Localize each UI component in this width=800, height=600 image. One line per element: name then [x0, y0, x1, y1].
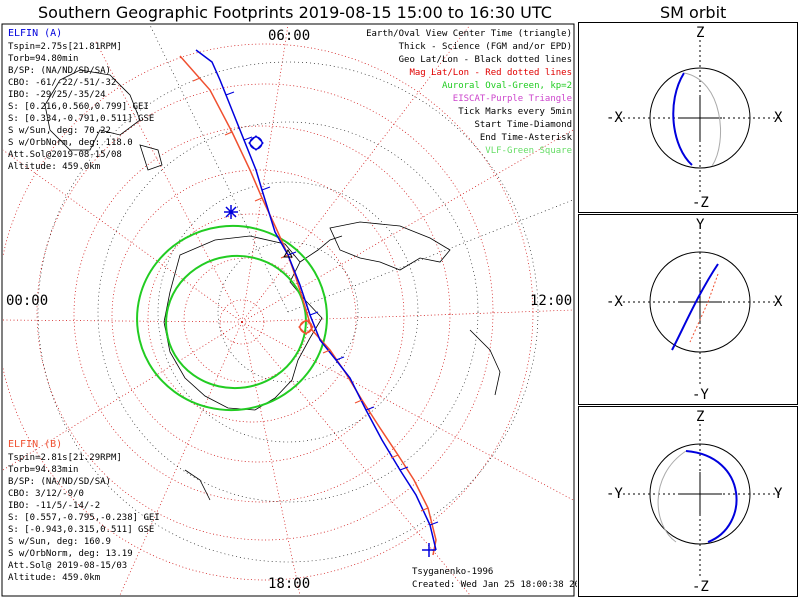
mag-grid	[3, 25, 573, 595]
elfin-b-track	[179, 55, 437, 556]
footprint-map: 06:00 00:00 12:00 18:00 ELFIN (A) Tspin=…	[1, 23, 577, 597]
legend-entry: VLF-Green Square	[485, 146, 572, 156]
elfin-b-info: ELFIN (B) Tspin=2.81s[21.29RPM] Torb=94.…	[8, 439, 160, 583]
elfin-a-line: S w/Sun, deg: 70.22	[8, 126, 111, 136]
sm-panel-yz: Z -Z -Y Y	[578, 406, 798, 597]
legend-entry: Earth/Oval View Center Time (triangle)	[366, 29, 572, 39]
geo-grid	[37, 25, 573, 563]
sm-orbit-b	[657, 450, 687, 543]
elfin-b-line: Att.Sol@ 2019-08-15/03	[8, 561, 127, 571]
elfin-a-line: S: [0.334,-0.791,0.511] GSE	[8, 114, 154, 124]
elfin-a-line: B/SP: (NA/ND/SD/SA)	[8, 66, 111, 76]
elfin-a-ticks	[225, 91, 439, 526]
elfin-a-line: CBO: -61/-22/-51/-32	[8, 78, 116, 88]
elfin-b-line: S: [-0.943,0.315,0.511] GSE	[8, 525, 154, 535]
plot-title: Southern Geographic Footprints 2019-08-1…	[38, 3, 552, 22]
map-clip-group	[3, 25, 573, 595]
elfin-a-info: ELFIN (A) Tspin=2.75s[21.81RPM] Torb=94.…	[8, 28, 154, 172]
start-diamond-a	[248, 135, 264, 151]
legend-entry: Tick Marks every 5min	[458, 107, 572, 117]
oval-outer	[136, 224, 328, 412]
legend-entry: Thick - Science (FGM and/or EPD)	[399, 42, 572, 52]
axis-label-bottom: -Z	[692, 195, 709, 211]
axis-label-left: -X	[606, 110, 623, 126]
africa-coast	[184, 469, 211, 501]
axis-label-top: Z	[696, 25, 704, 41]
elfin-a-track	[195, 49, 437, 551]
oval-inner	[165, 254, 307, 390]
elfin-a-line: Torb=94.80min	[8, 54, 78, 64]
axis-label-top: Y	[696, 217, 705, 233]
sm-orbit-a	[671, 263, 719, 351]
earth-circle	[649, 251, 751, 353]
clock-label-top: 06:00	[268, 28, 310, 44]
earth-circle	[649, 67, 751, 169]
auroral-oval	[136, 224, 328, 412]
australia-coast	[44, 69, 141, 151]
elfin-a-line: IBO: -29/25/-35/24	[8, 90, 106, 100]
axis-label-right: Y	[774, 486, 783, 502]
elfin-a-line: Altitude: 459.0km	[8, 162, 100, 172]
sm-orbit-a	[685, 450, 738, 543]
elfin-b-line: Altitude: 459.0km	[8, 573, 100, 583]
elfin-b-line: Tspin=2.81s[21.29RPM]	[8, 453, 122, 463]
legend-entry: Start Time-Diamond	[474, 120, 572, 130]
elfin-b-line: S w/OrbNorm, deg: 13.19	[8, 549, 133, 559]
peninsula-coast	[299, 235, 343, 263]
sm-orbit-b	[689, 273, 719, 343]
legend: Earth/Oval View Center Time (triangle) T…	[366, 29, 572, 156]
antarctica-coast	[163, 235, 323, 411]
elfin-a-line: S w/OrbNorm, deg: 118.0	[8, 138, 133, 148]
elfin-b-header: ELFIN (B)	[8, 439, 62, 450]
axis-label-left: -Y	[606, 486, 623, 502]
sm-panel-xz: Z -Z -X X	[578, 22, 798, 213]
elfin-a-line: Tspin=2.75s[21.81RPM]	[8, 42, 122, 52]
legend-entry: Auroral Oval-Green, kp=2	[442, 81, 572, 91]
sm-orbit-a	[672, 72, 693, 166]
axis-label-bottom: -Z	[692, 579, 709, 595]
start-diamond-b	[298, 319, 314, 335]
elfin-a-line: Att.Sol@2019-08-15/08	[8, 150, 122, 160]
coastlines	[44, 69, 501, 501]
clock-label-left: 00:00	[6, 293, 48, 309]
sm-orbit-b	[683, 72, 722, 167]
axis-label-top: Z	[696, 409, 704, 425]
earth-circle	[649, 443, 751, 545]
clock-label-right: 12:00	[530, 293, 572, 309]
elfin-b-line: S w/Sun, deg: 160.9	[8, 537, 111, 547]
legend-entry: Mag Lat/Lon - Red dotted lines	[409, 68, 572, 78]
axis-label-right: X	[774, 110, 783, 126]
end-asterisk-a	[224, 205, 436, 557]
elfin-a-header: ELFIN (A)	[8, 28, 62, 39]
atlantic-islands	[469, 329, 501, 396]
elfin-b-line: CBO: 3/12/-9/0	[8, 489, 84, 499]
axis-label-bottom: -Y	[692, 387, 709, 403]
sm-panel-xy: Y -Y -X X	[578, 214, 798, 405]
tasmania-coast	[139, 144, 163, 171]
legend-entry: End Time-Asterisk	[480, 133, 573, 143]
elfin-b-line: IBO: -11/5/-14/-2	[8, 501, 100, 511]
view-center-triangle	[283, 248, 293, 258]
axis-label-right: X	[774, 294, 783, 310]
elfin-a-line: S: [0.216,0.560,0.799] GEI	[8, 102, 149, 112]
axis-label-left: -X	[606, 294, 623, 310]
legend-entry: Geo Lat/Lon - Black dotted lines	[399, 55, 572, 65]
elfin-b-line: B/SP: (NA/ND/SD/SA)	[8, 477, 111, 487]
sm-orbit-title: SM orbit	[660, 3, 727, 22]
elfin-b-line: S: [0.557,-0.795,-0.238] GEI	[8, 513, 160, 523]
south-america-coast	[329, 221, 451, 271]
model-note: Tsyganenko-1996	[412, 567, 493, 577]
clock-label-bottom: 18:00	[268, 576, 310, 592]
legend-entry: EISCAT-Purple Triangle	[453, 94, 572, 104]
created-timestamp: Created: Wed Jan 25 18:00:38 2023	[412, 580, 577, 590]
elfin-b-line: Torb=94.83min	[8, 465, 78, 475]
map-frame	[1, 23, 575, 597]
